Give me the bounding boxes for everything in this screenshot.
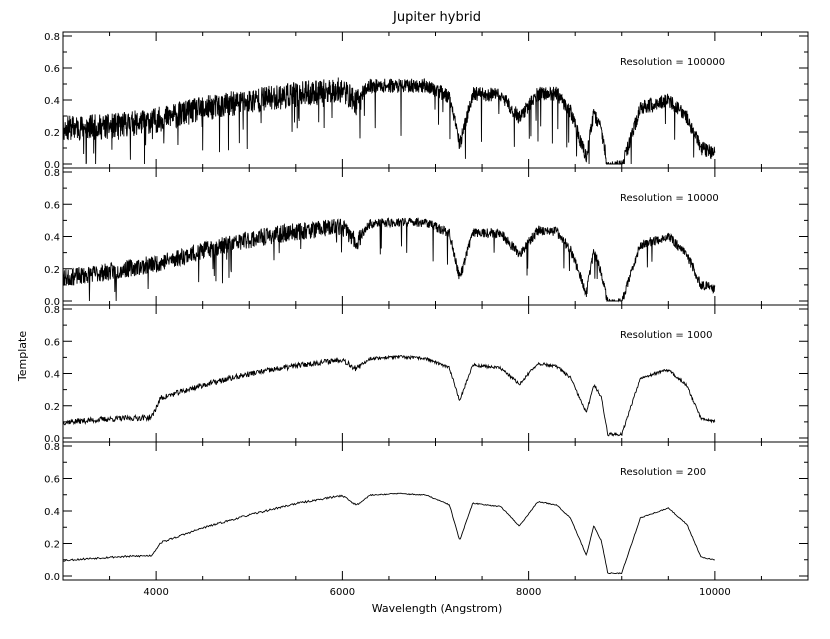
y-tick-label: 0.4 (44, 96, 60, 107)
y-tick-label: 0.4 (44, 507, 60, 518)
y-tick-label: 0.8 (44, 32, 60, 43)
x-axis-label: Wavelength (Angstrom) (372, 602, 503, 615)
resolution-annotation: Resolution = 100000 (620, 57, 725, 68)
y-tick-label: 0.8 (44, 168, 60, 179)
panels-group: 0.0 0.2 0.4 0.6 0.8 Resolution = 100000 0.0 0.2… (44, 31, 809, 598)
y-tick-label: 0.6 (44, 475, 60, 486)
spectrum-line (63, 492, 715, 575)
x-tick-label: 8000 (516, 587, 541, 598)
x-tick-label: 10000 (699, 587, 731, 598)
spectrum-line (63, 354, 716, 437)
x-tick-label: 4000 (143, 587, 168, 598)
y-tick-label: 0.2 (44, 128, 60, 139)
y-tick-label: 0.0 (44, 434, 60, 445)
y-tick-label: 0.2 (44, 540, 60, 551)
panel-frame (62, 304, 809, 443)
panel-2: 0.0 0.2 0.4 0.6 0.8 Resolution = 10000 (44, 167, 809, 308)
y-tick-label: 0.8 (44, 305, 60, 316)
y-tick-label: 0.6 (44, 337, 60, 348)
spectrum-line (63, 216, 716, 303)
y-tick-label: 0.0 (44, 160, 60, 171)
y-tick-label: 0.8 (44, 442, 60, 453)
y-axis-label: Template (16, 331, 29, 382)
y-tick-label: 0.0 (44, 572, 60, 583)
y-tick-label: 0.0 (44, 297, 60, 308)
x-tick-label: 6000 (330, 587, 355, 598)
resolution-annotation: Resolution = 1000 (620, 330, 712, 341)
y-tick-label: 0.2 (44, 402, 60, 413)
y-tick-label: 0.6 (44, 64, 60, 75)
y-tick-label: 0.4 (44, 370, 60, 381)
resolution-annotation: Resolution = 10000 (620, 193, 719, 204)
y-tick-label: 0.2 (44, 265, 60, 276)
panel-3: 0.0 0.2 0.4 0.6 0.8 Resolution = 1000 (44, 304, 809, 445)
resolution-annotation: Resolution = 200 (620, 467, 706, 478)
spectrum-line (63, 77, 716, 166)
panel-4: 0.0 0.2 0.4 0.6 0.8 Resolution = 200 (44, 441, 809, 583)
y-tick-label: 0.6 (44, 200, 60, 211)
panel-frame (62, 441, 809, 581)
y-tick-label: 0.4 (44, 233, 60, 244)
panel-frame (62, 167, 809, 306)
panel-1: 0.0 0.2 0.4 0.6 0.8 Resolution = 100000 (44, 31, 809, 171)
chart-title: Jupiter hybrid (392, 10, 481, 25)
